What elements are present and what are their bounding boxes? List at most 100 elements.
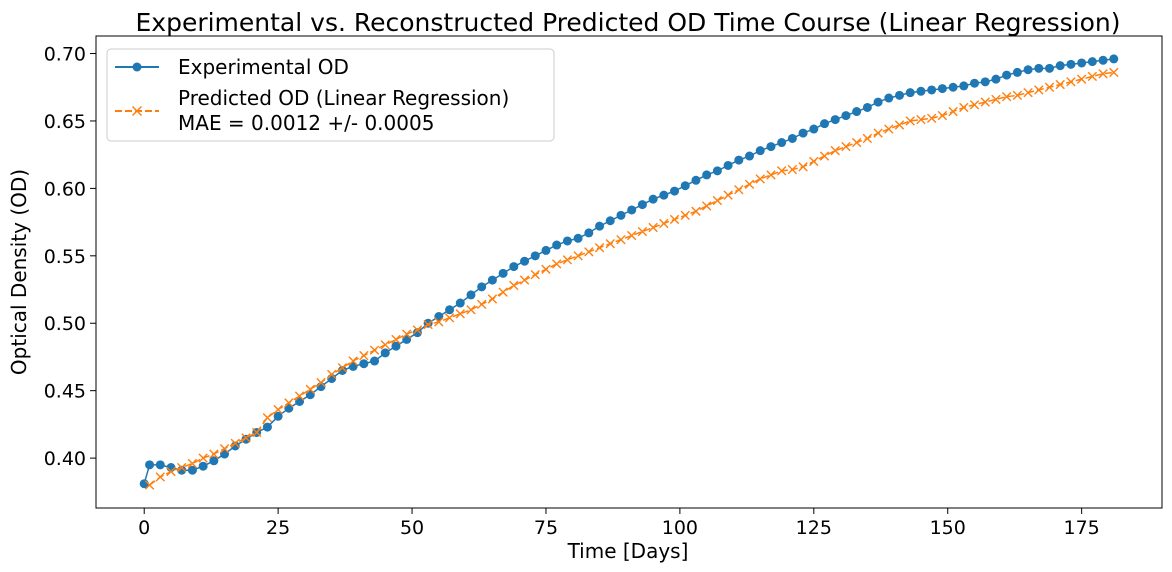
data-point xyxy=(530,270,540,280)
data-point xyxy=(659,190,669,200)
data-point xyxy=(852,107,862,117)
data-point xyxy=(552,240,562,250)
y-tick-label: 0.50 xyxy=(44,313,86,335)
data-point xyxy=(562,255,573,265)
data-point xyxy=(851,137,862,148)
data-point xyxy=(444,313,455,323)
data-point xyxy=(670,186,680,196)
x-tick-label: 150 xyxy=(930,517,966,539)
data-point xyxy=(980,97,990,107)
data-point xyxy=(862,133,873,144)
data-point xyxy=(1012,67,1022,77)
data-point xyxy=(905,88,915,98)
data-point xyxy=(594,243,605,253)
y-axis: 0.40 0.45 0.50 0.55 0.60 0.65 0.70 xyxy=(44,44,96,470)
data-point xyxy=(187,458,198,469)
data-point xyxy=(337,363,348,373)
data-point xyxy=(262,412,273,423)
y-axis-label: Optical Density (OD) xyxy=(7,169,31,375)
data-point xyxy=(1098,69,1108,79)
data-point xyxy=(573,251,583,261)
data-point xyxy=(616,234,626,245)
legend-experimental-label: Experimental OD xyxy=(178,55,349,79)
data-point xyxy=(1109,54,1119,64)
x-axis: 0 25 50 75 100 125 150 175 xyxy=(138,508,1100,539)
x-tick-label: 100 xyxy=(662,517,698,539)
x-tick-label: 125 xyxy=(796,517,832,539)
data-point xyxy=(926,113,937,123)
data-point xyxy=(273,404,283,415)
data-point xyxy=(198,461,208,471)
data-point xyxy=(455,309,465,319)
data-point xyxy=(145,460,155,470)
data-point xyxy=(1066,59,1076,69)
data-point xyxy=(980,77,990,87)
data-point xyxy=(445,305,455,315)
data-point xyxy=(948,106,958,117)
data-point xyxy=(605,238,615,249)
data-point xyxy=(155,460,165,470)
data-point xyxy=(209,456,219,466)
data-point xyxy=(991,94,1001,105)
data-point xyxy=(520,256,530,266)
data-point xyxy=(166,466,176,477)
data-point xyxy=(659,218,669,229)
data-point xyxy=(884,93,894,103)
data-point xyxy=(1002,70,1012,80)
data-point xyxy=(1012,90,1023,101)
data-point xyxy=(584,247,594,257)
data-point xyxy=(916,114,926,125)
data-point xyxy=(691,175,701,185)
data-point xyxy=(691,206,701,217)
data-point xyxy=(776,166,787,176)
y-tick-label: 0.60 xyxy=(44,178,86,200)
data-point xyxy=(819,151,830,161)
data-point xyxy=(230,438,240,448)
data-point xyxy=(316,377,326,388)
data-point xyxy=(712,195,723,206)
data-point xyxy=(487,294,498,304)
data-point xyxy=(830,145,840,156)
y-tick-label: 0.65 xyxy=(44,111,86,133)
data-point xyxy=(541,245,551,255)
data-point xyxy=(359,350,369,361)
data-point xyxy=(991,74,1001,84)
data-point xyxy=(584,228,594,238)
data-point xyxy=(927,85,937,95)
x-tick-label: 75 xyxy=(534,517,558,539)
data-point xyxy=(252,427,262,438)
data-point xyxy=(605,216,615,226)
data-point xyxy=(766,170,776,180)
data-point xyxy=(369,345,380,355)
data-point xyxy=(198,453,208,463)
data-point xyxy=(1034,63,1044,73)
legend-predicted-label: Predicted OD (Linear Regression) xyxy=(178,86,509,110)
data-point xyxy=(509,280,519,291)
data-point xyxy=(669,214,680,225)
data-point xyxy=(637,226,648,237)
data-point xyxy=(187,465,197,475)
data-point xyxy=(476,299,487,310)
data-point xyxy=(1044,82,1055,92)
series-predicted xyxy=(144,67,1119,490)
data-point xyxy=(798,162,808,172)
data-point xyxy=(680,210,690,221)
data-point xyxy=(916,86,926,96)
data-point xyxy=(723,190,733,200)
data-point xyxy=(498,268,508,278)
data-point xyxy=(155,472,165,482)
data-point xyxy=(626,230,637,241)
data-point xyxy=(937,110,948,121)
data-point xyxy=(177,462,187,473)
data-point xyxy=(873,97,883,107)
data-point xyxy=(241,433,251,443)
data-point xyxy=(551,259,562,269)
data-point xyxy=(787,164,798,175)
data-point xyxy=(841,141,851,152)
data-point xyxy=(830,115,840,125)
data-point xyxy=(648,222,658,233)
data-point xyxy=(370,356,380,366)
x-tick-label: 0 xyxy=(138,517,150,539)
x-tick-label: 25 xyxy=(266,517,290,539)
data-point xyxy=(412,325,423,335)
